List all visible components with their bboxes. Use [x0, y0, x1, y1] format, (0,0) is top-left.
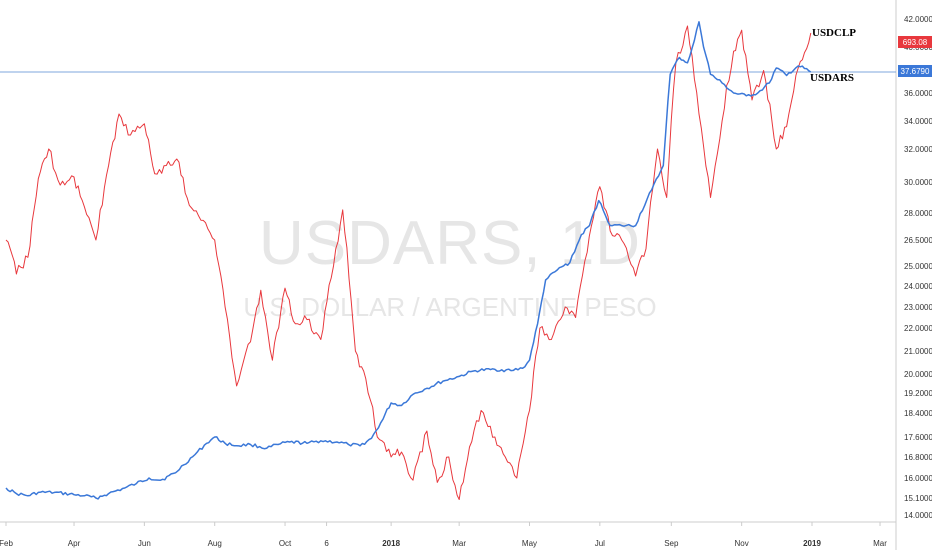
y-tick-label: 15.1000: [904, 494, 932, 503]
usdclp-label: USDCLP: [812, 27, 856, 39]
watermark-symbol: USDARS, 1D: [259, 209, 641, 278]
y-tick-label: 24.0000: [904, 282, 932, 291]
y-tick-label: 36.0000: [904, 89, 932, 98]
x-tick-label: Nov: [735, 539, 749, 548]
usdars-last-value: 37.6790: [901, 67, 930, 76]
usdclp-price-badge: 693.08: [898, 36, 932, 48]
y-tick-label: 16.8000: [904, 453, 932, 462]
y-tick-label: 18.4000: [904, 409, 932, 418]
usdclp-last-value: 693.08: [903, 38, 928, 47]
x-tick-label: Apr: [68, 539, 81, 548]
y-tick-label: 21.0000: [904, 347, 932, 356]
x-tick-label: Jul: [595, 539, 605, 548]
y-tick-label: 17.6000: [904, 433, 932, 442]
usdars-badge-bg: [898, 65, 932, 77]
y-tick-label: 22.0000: [904, 324, 932, 333]
x-tick-label: Sep: [664, 539, 679, 548]
y-tick-label: 30.0000: [904, 178, 932, 187]
y-tick-label: 32.0000: [904, 145, 932, 154]
watermark-description: U.S. DOLLAR / ARGENTINE PESO: [243, 292, 656, 322]
x-tick-label: Aug: [208, 539, 222, 548]
usdars-price-badge: 37.6790: [898, 65, 932, 77]
usdclp-badge-bg: [898, 36, 932, 48]
y-tick-label: 25.0000: [904, 262, 932, 271]
x-tick-label: Feb: [0, 539, 13, 548]
y-tick-label: 20.0000: [904, 370, 932, 379]
y-tick-label: 16.0000: [904, 474, 932, 483]
x-axis-ticks: Feb Apr Jun Aug Oct 6 2018 Mar May Jul Sep Nov 2019 M…: [0, 522, 887, 548]
x-tick-label: Jun: [138, 539, 151, 548]
x-tick-label: 6: [324, 539, 329, 548]
x-tick-label: Mar: [452, 539, 466, 548]
y-tick-label: 19.2000: [904, 389, 932, 398]
y-tick-label: 14.0000: [904, 511, 932, 520]
y-tick-label: 28.0000: [904, 209, 932, 218]
y-tick-label: 26.5000: [904, 236, 932, 245]
usdars-series-line: [5, 21, 812, 500]
x-tick-label: 2018: [382, 539, 400, 548]
x-tick-label: Mar: [873, 539, 887, 548]
y-tick-label: 42.0000: [904, 15, 932, 24]
x-tick-label: May: [522, 539, 537, 548]
x-tick-label: Oct: [279, 539, 292, 548]
usdars-label: USDARS: [810, 72, 854, 84]
x-tick-label: 2019: [803, 539, 821, 548]
y-tick-label: 23.0000: [904, 303, 932, 312]
y-tick-label: 34.0000: [904, 117, 932, 126]
